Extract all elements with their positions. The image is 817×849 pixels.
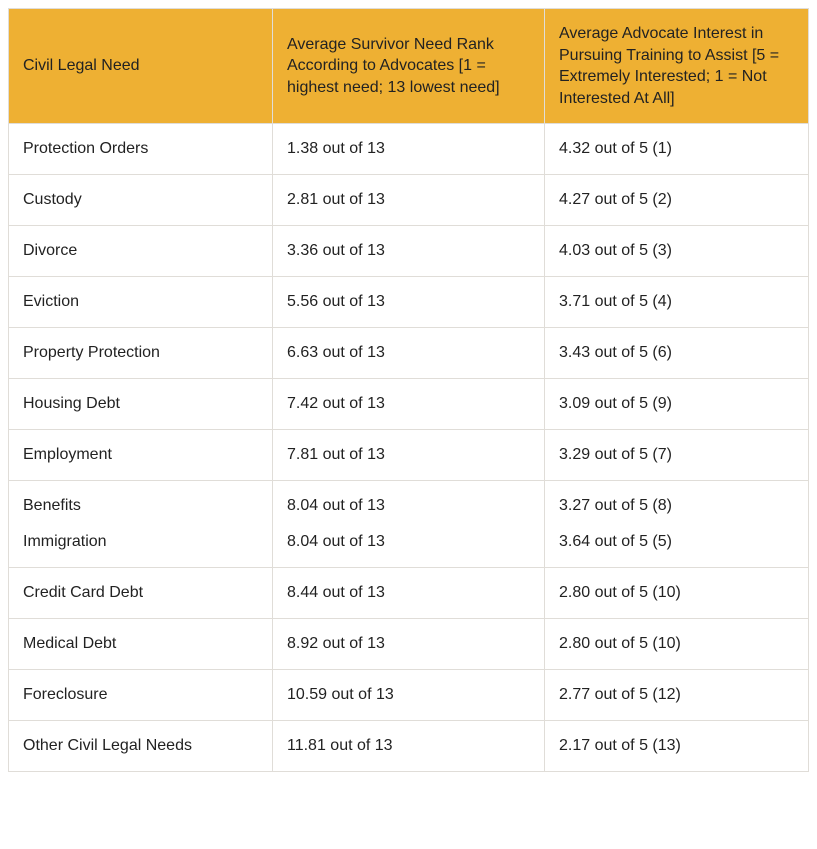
table-row: Credit Card Debt 8.44 out of 13 2.80 out… (9, 568, 809, 619)
cell-interest: 3.27 out of 5 (8) 3.64 out of 5 (5) (545, 481, 809, 568)
cell-rank: 8.44 out of 13 (273, 568, 545, 619)
table-row: Foreclosure 10.59 out of 13 2.77 out of … (9, 670, 809, 721)
cell-need: Other Civil Legal Needs (9, 721, 273, 772)
cell-need: Eviction (9, 277, 273, 328)
cell-need: Employment (9, 430, 273, 481)
cell-need: Custody (9, 175, 273, 226)
cell-need: Divorce (9, 226, 273, 277)
cell-rank: 7.42 out of 13 (273, 379, 545, 430)
table-row: Benefits Immigration 8.04 out of 13 8.04… (9, 481, 809, 568)
cell-need: Credit Card Debt (9, 568, 273, 619)
cell-need-line: Benefits (23, 497, 258, 515)
cell-rank: 10.59 out of 13 (273, 670, 545, 721)
cell-interest: 3.09 out of 5 (9) (545, 379, 809, 430)
table-row: Custody 2.81 out of 13 4.27 out of 5 (2) (9, 175, 809, 226)
table-row: Property Protection 6.63 out of 13 3.43 … (9, 328, 809, 379)
table-row: Eviction 5.56 out of 13 3.71 out of 5 (4… (9, 277, 809, 328)
cell-interest: 2.80 out of 5 (10) (545, 619, 809, 670)
cell-interest: 3.43 out of 5 (6) (545, 328, 809, 379)
cell-need-line: Immigration (23, 533, 258, 551)
cell-need: Housing Debt (9, 379, 273, 430)
cell-rank: 1.38 out of 13 (273, 124, 545, 175)
cell-need: Property Protection (9, 328, 273, 379)
cell-rank: 7.81 out of 13 (273, 430, 545, 481)
cell-rank: 6.63 out of 13 (273, 328, 545, 379)
cell-rank: 8.92 out of 13 (273, 619, 545, 670)
col-header-interest: Average Advocate Interest in Pursuing Tr… (545, 9, 809, 124)
cell-need: Medical Debt (9, 619, 273, 670)
col-header-need: Civil Legal Need (9, 9, 273, 124)
cell-interest: 4.03 out of 5 (3) (545, 226, 809, 277)
cell-interest: 3.71 out of 5 (4) (545, 277, 809, 328)
cell-rank: 11.81 out of 13 (273, 721, 545, 772)
cell-interest: 2.17 out of 5 (13) (545, 721, 809, 772)
civil-legal-needs-table: Civil Legal Need Average Survivor Need R… (8, 8, 809, 772)
table-row: Protection Orders 1.38 out of 13 4.32 ou… (9, 124, 809, 175)
cell-rank-line: 8.04 out of 13 (287, 533, 530, 551)
cell-interest: 3.29 out of 5 (7) (545, 430, 809, 481)
cell-interest: 2.80 out of 5 (10) (545, 568, 809, 619)
table-row: Employment 7.81 out of 13 3.29 out of 5 … (9, 430, 809, 481)
cell-rank: 2.81 out of 13 (273, 175, 545, 226)
cell-interest-line: 3.64 out of 5 (5) (559, 533, 794, 551)
table-body: Protection Orders 1.38 out of 13 4.32 ou… (9, 124, 809, 772)
table-header-row: Civil Legal Need Average Survivor Need R… (9, 9, 809, 124)
table-row: Divorce 3.36 out of 13 4.03 out of 5 (3) (9, 226, 809, 277)
cell-rank-line: 8.04 out of 13 (287, 497, 530, 515)
cell-need: Protection Orders (9, 124, 273, 175)
table-row: Medical Debt 8.92 out of 13 2.80 out of … (9, 619, 809, 670)
cell-rank: 3.36 out of 13 (273, 226, 545, 277)
table-row: Other Civil Legal Needs 11.81 out of 13 … (9, 721, 809, 772)
cell-interest: 4.27 out of 5 (2) (545, 175, 809, 226)
cell-need: Benefits Immigration (9, 481, 273, 568)
cell-interest-line: 3.27 out of 5 (8) (559, 497, 794, 515)
table-row: Housing Debt 7.42 out of 13 3.09 out of … (9, 379, 809, 430)
cell-rank: 8.04 out of 13 8.04 out of 13 (273, 481, 545, 568)
col-header-rank: Average Survivor Need Rank According to … (273, 9, 545, 124)
cell-rank: 5.56 out of 13 (273, 277, 545, 328)
cell-interest: 2.77 out of 5 (12) (545, 670, 809, 721)
cell-interest: 4.32 out of 5 (1) (545, 124, 809, 175)
cell-need: Foreclosure (9, 670, 273, 721)
